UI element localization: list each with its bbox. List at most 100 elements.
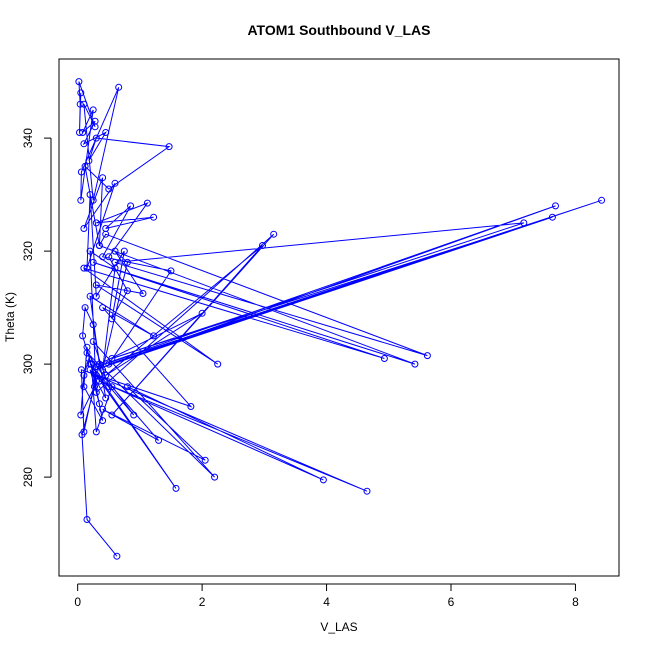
data-point — [77, 196, 85, 204]
x-tick-label: 0 — [74, 595, 81, 609]
data-point — [99, 366, 107, 374]
data-point — [79, 129, 87, 136]
data-point — [89, 321, 97, 329]
data-point — [80, 100, 88, 108]
data-point — [83, 264, 91, 272]
data-point — [105, 253, 113, 261]
data-point — [108, 411, 116, 419]
data-point — [75, 78, 83, 86]
plot-area — [75, 78, 606, 560]
data-point — [105, 185, 113, 193]
data-point — [86, 191, 94, 199]
data-point — [127, 202, 135, 210]
data-point — [123, 258, 131, 266]
y-axis: 280 300 320 340 — [21, 128, 52, 487]
x-tick-label: 8 — [572, 595, 579, 609]
data-point — [115, 83, 123, 91]
data-point — [92, 388, 100, 396]
data-point — [99, 405, 107, 413]
data-point — [80, 383, 88, 391]
data-point — [167, 267, 175, 275]
data-point — [105, 360, 113, 368]
y-tick-label: 320 — [21, 241, 35, 261]
data-point — [111, 258, 119, 266]
data-point — [111, 179, 119, 187]
data-point — [108, 315, 116, 323]
data-point — [80, 140, 88, 148]
data-point — [102, 129, 110, 136]
x-tick-label: 4 — [323, 595, 330, 609]
data-point — [95, 242, 103, 249]
data-point — [423, 352, 431, 360]
data-point — [102, 225, 110, 232]
data-point — [150, 213, 158, 221]
data-point — [102, 371, 110, 379]
x-axis-title: V_LAS — [320, 620, 357, 634]
plot-frame — [58, 58, 620, 577]
x-tick-label: 2 — [199, 595, 206, 609]
data-point — [552, 202, 559, 210]
data-point — [76, 129, 83, 136]
data-point — [319, 476, 327, 484]
data-point — [380, 355, 388, 362]
data-point — [548, 213, 556, 221]
data-point — [165, 143, 173, 151]
data-point — [259, 242, 266, 249]
data-point — [120, 247, 128, 255]
data-point — [77, 168, 85, 176]
data-point — [201, 456, 209, 464]
chart-title: ATOM1 Southbound V_LAS — [247, 22, 430, 38]
data-point — [89, 338, 97, 345]
data-point — [86, 247, 94, 255]
data-point — [111, 247, 119, 255]
data-point — [172, 484, 180, 492]
data-point — [91, 123, 99, 131]
data-point — [123, 383, 131, 391]
data-point — [95, 400, 103, 408]
data-point — [270, 230, 278, 238]
data-point — [139, 290, 147, 297]
data-point — [113, 552, 121, 560]
data-point — [89, 196, 97, 204]
data-point — [80, 225, 88, 232]
data-point — [92, 428, 100, 436]
data-point — [99, 304, 107, 312]
data-point — [86, 360, 94, 368]
data-point — [81, 162, 89, 170]
data-point — [80, 428, 88, 436]
data-point — [99, 417, 107, 425]
data-point — [83, 349, 91, 357]
data-point — [92, 219, 100, 227]
data-point — [77, 366, 85, 374]
series-line — [78, 81, 602, 557]
data-point — [77, 89, 85, 97]
data-point — [108, 355, 116, 362]
data-point — [143, 199, 151, 207]
data-point — [411, 360, 419, 368]
data-point — [105, 383, 113, 391]
data-point — [95, 377, 103, 385]
data-point — [89, 106, 97, 114]
data-point — [520, 219, 528, 227]
data-point — [123, 287, 131, 295]
y-tick-label: 280 — [21, 467, 35, 487]
data-point — [150, 332, 158, 340]
data-point — [598, 196, 606, 204]
data-point — [187, 403, 195, 410]
data-point — [214, 360, 222, 368]
data-point — [102, 394, 110, 402]
data-point — [108, 383, 116, 391]
data-point — [155, 436, 163, 444]
data-point — [79, 332, 87, 340]
data-point — [80, 371, 88, 379]
data-point — [83, 516, 91, 523]
y-tick-label: 340 — [21, 128, 35, 148]
data-point — [76, 100, 84, 108]
data-point — [85, 157, 93, 165]
data-point — [89, 258, 97, 266]
data-point — [92, 292, 100, 300]
x-axis: 0 2 4 6 8 — [74, 583, 579, 609]
data-point — [77, 411, 85, 419]
x-tick-label: 6 — [448, 595, 455, 609]
